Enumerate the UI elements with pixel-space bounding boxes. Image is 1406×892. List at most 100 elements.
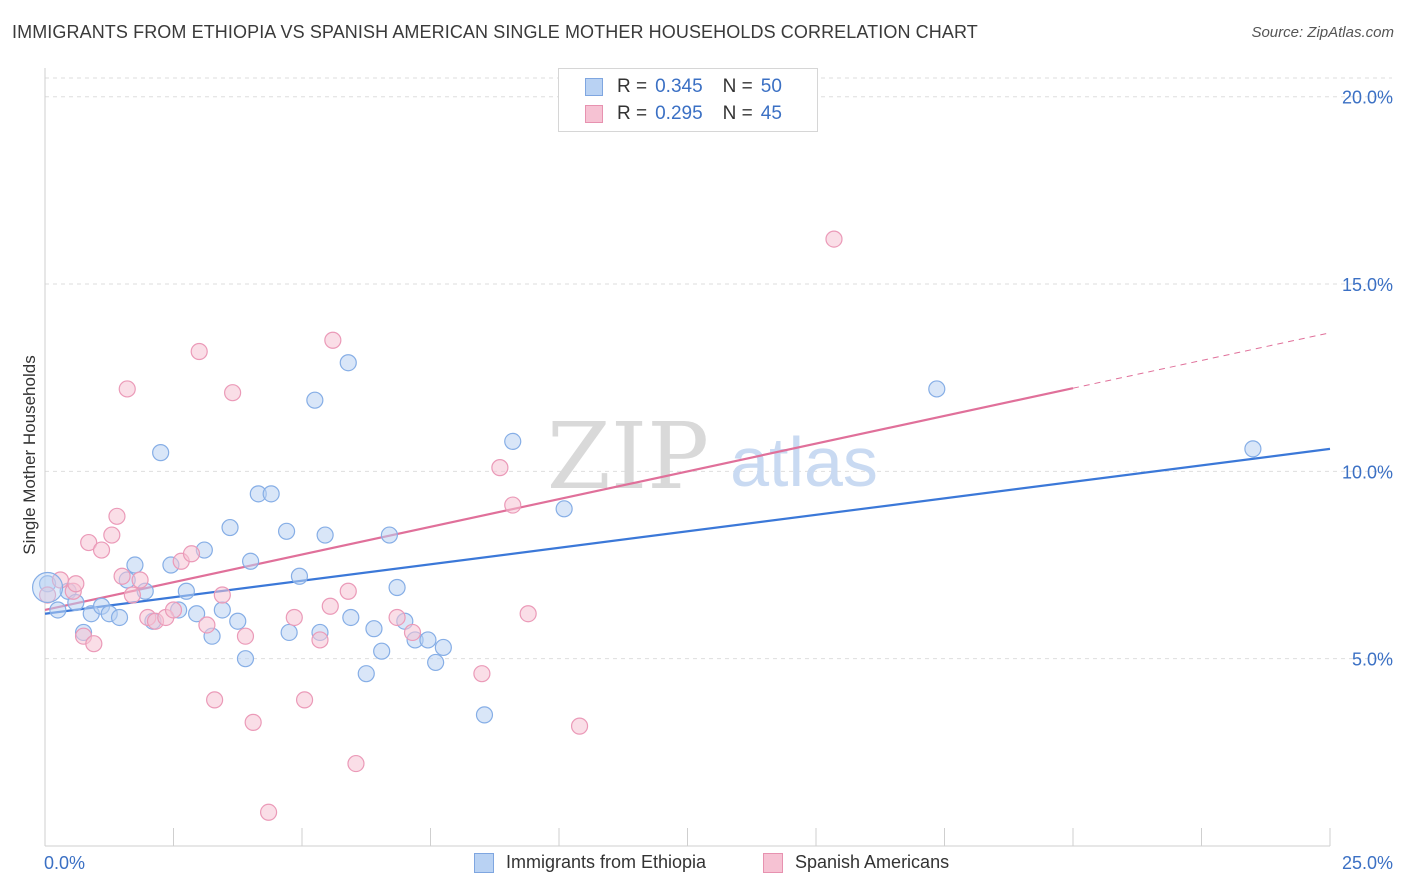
- point-ethiopia: [242, 552, 260, 570]
- legend-row-spanish: R = 0.295 N = 45: [585, 102, 782, 126]
- y-tick-label: 15.0%: [1342, 275, 1393, 295]
- point-spanish: [504, 496, 522, 514]
- point-spanish: [311, 631, 329, 649]
- point-ethiopia: [177, 582, 195, 600]
- point-ethiopia: [221, 518, 239, 537]
- point-ethiopia: [126, 556, 144, 574]
- point-spanish: [213, 586, 231, 604]
- gridlines: [45, 77, 1392, 660]
- point-ethiopia: [419, 631, 437, 649]
- point-spanish: [236, 627, 255, 645]
- point-spanish: [123, 586, 141, 604]
- n-value: 50: [760, 76, 782, 97]
- point-spanish: [80, 533, 98, 552]
- watermark: ZIP atlas: [547, 403, 878, 510]
- r-value: 0.295: [655, 103, 703, 124]
- r-value: 0.345: [655, 76, 703, 97]
- trend-lines: [44, 332, 1331, 615]
- point-spanish: [321, 597, 339, 615]
- point-ethiopia: [262, 485, 280, 503]
- point-ethiopia: [342, 608, 360, 627]
- point-spanish: [259, 803, 278, 821]
- point-ethiopia: [388, 578, 406, 597]
- point-ethiopia: [928, 380, 946, 398]
- point-ethiopia: [152, 444, 170, 462]
- series-legend: Immigrants from Ethiopia Spanish America…: [0, 852, 1406, 878]
- point-ethiopia: [1244, 440, 1262, 458]
- n-label: N =: [722, 103, 753, 124]
- point-spanish: [118, 380, 136, 398]
- point-spanish: [244, 713, 262, 731]
- point-spanish: [164, 601, 183, 619]
- point-ethiopia: [277, 522, 296, 540]
- correlation-legend: R = 0.345 N = 50 R = 0.295 N = 45: [558, 68, 818, 132]
- point-ethiopia: [188, 605, 206, 623]
- point-ethiopia: [280, 623, 298, 642]
- point-spanish: [825, 230, 843, 248]
- point-spanish: [324, 331, 342, 349]
- point-ethiopia: [555, 500, 573, 518]
- point-ethiopia: [339, 354, 357, 372]
- point-spanish: [388, 608, 406, 627]
- axes: [44, 68, 1331, 847]
- source-label: Source: ZipAtlas.com: [1251, 24, 1394, 41]
- point-ethiopia: [475, 706, 494, 724]
- r-label: R =: [617, 76, 648, 97]
- point-spanish: [103, 526, 121, 544]
- point-spanish: [347, 754, 365, 773]
- blue-swatch: [474, 852, 494, 873]
- point-ethiopia: [316, 526, 334, 544]
- legend-item-ethiopia: Immigrants from Ethiopia: [474, 852, 706, 873]
- point-spanish: [339, 582, 357, 600]
- point-ethiopia: [229, 612, 247, 630]
- legend-item-spanish: Spanish Americans: [763, 852, 949, 873]
- point-spanish: [198, 616, 216, 634]
- x-tick-label-min: 0.0%: [44, 853, 85, 873]
- point-ethiopia: [380, 526, 398, 544]
- point-spanish: [491, 459, 509, 477]
- legend-label: Spanish Americans: [795, 852, 950, 872]
- point-ethiopia: [213, 601, 231, 619]
- point-spanish: [67, 575, 85, 593]
- point-spanish: [190, 342, 208, 361]
- chart-title: IMMIGRANTS FROM ETHIOPIA VS SPANISH AMER…: [12, 22, 978, 42]
- point-ethiopia: [365, 620, 383, 638]
- point-spanish: [295, 691, 314, 709]
- trend-line-spanish: [44, 387, 1074, 612]
- y-tick-label: 5.0%: [1352, 650, 1393, 670]
- n-value: 45: [760, 103, 782, 124]
- point-spanish: [182, 545, 201, 563]
- point-spanish: [85, 635, 103, 653]
- trend-line-ethiopia: [44, 447, 1331, 615]
- y-tick-label: 10.0%: [1342, 462, 1393, 482]
- point-spanish: [131, 571, 149, 589]
- r-label: R =: [617, 103, 648, 124]
- point-ethiopia: [434, 638, 452, 657]
- point-ethiopia: [110, 608, 129, 627]
- point-ethiopia: [290, 567, 309, 585]
- point-ethiopia-large: [31, 571, 64, 604]
- point-ethiopia: [373, 642, 391, 660]
- point-spanish: [519, 605, 537, 623]
- point-spanish: [403, 623, 422, 642]
- watermark-zip: ZIP: [547, 403, 709, 510]
- pink-swatch: [585, 105, 603, 123]
- point-ethiopia: [427, 653, 445, 672]
- point-spanish: [224, 384, 242, 402]
- point-spanish: [108, 507, 126, 525]
- n-label: N =: [722, 76, 753, 97]
- point-spanish: [570, 717, 589, 735]
- point-ethiopia: [306, 391, 324, 409]
- trend-line-spanish-extension: [1072, 332, 1331, 389]
- point-ethiopia: [357, 665, 375, 683]
- data-points: [31, 230, 1262, 821]
- tick-labels: 5.0% 10.0% 15.0% 20.0% 0.0% 25.0%: [44, 88, 1393, 873]
- point-ethiopia: [236, 650, 255, 668]
- pink-swatch: [763, 852, 783, 873]
- point-spanish: [206, 691, 224, 709]
- blue-swatch: [585, 78, 603, 96]
- point-spanish: [473, 665, 491, 683]
- legend-row-ethiopia: R = 0.345 N = 50: [585, 75, 782, 99]
- point-spanish: [113, 567, 131, 585]
